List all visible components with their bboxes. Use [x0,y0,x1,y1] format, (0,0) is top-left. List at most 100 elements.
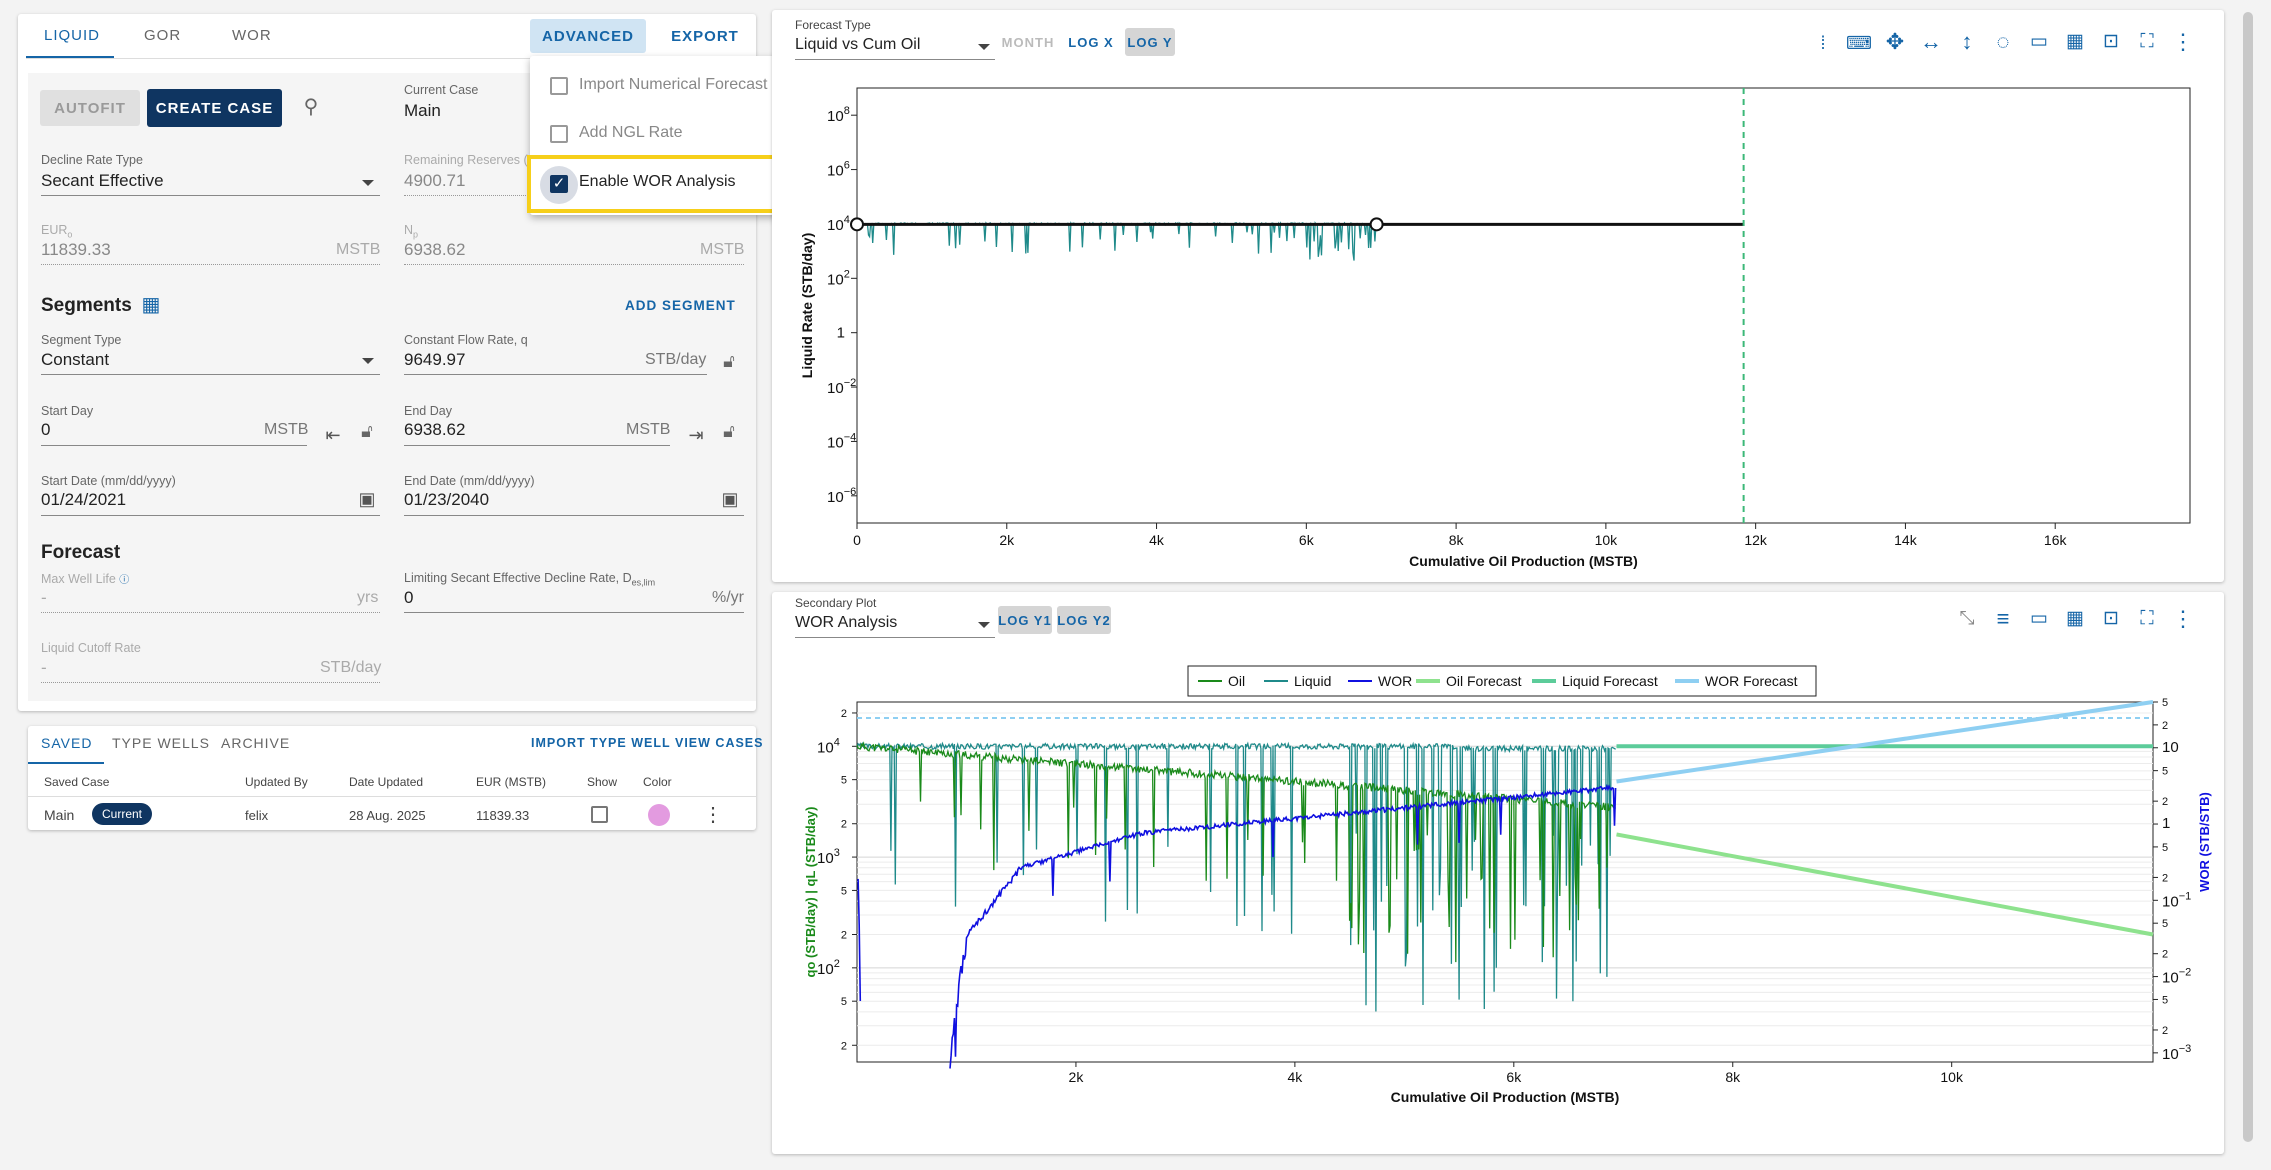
tune-icon[interactable]: ⚲ [303,96,319,118]
y2-tick-label: 2 [2162,1025,2168,1037]
unlock-icon[interactable]: 🔓︎ [723,421,735,441]
view-cases-button[interactable]: VIEW CASES [675,736,764,750]
import-numerical-checkbox[interactable] [550,77,568,95]
pan-vertical-icon[interactable]: ↕ [1961,29,1973,54]
tab-wor[interactable]: WOR [232,27,272,44]
max-well-life-input[interactable]: - [41,588,47,607]
x-axis-label: Cumulative Oil Production (MSTB) [1391,1089,1620,1105]
legend-box [1187,665,1817,697]
log-y1-toggle[interactable]: LOG Y1 [998,606,1052,634]
y-tick-label: 1 [837,325,845,342]
secondary-plot-select[interactable]: WOR Analysis [795,614,898,631]
add-ngl-label[interactable]: Add NGL Rate [579,124,683,141]
jump-to-start-icon[interactable]: ⇤ [325,425,341,445]
tab-gor[interactable]: GOR [144,27,182,44]
segments-title: Segments [41,295,132,316]
limiting-decline-input[interactable]: 0 [404,588,414,607]
reset-zoom-icon[interactable]: ⤡ [1959,608,1975,629]
end-day-input[interactable]: 6938.62 [404,420,466,439]
show-checkbox[interactable] [591,806,608,823]
drag-handle-icon[interactable]: ⁞ [1820,33,1826,53]
y-tick-label: 10−6 [827,486,856,506]
comment-icon[interactable]: ▭ [2030,31,2048,52]
legend-icon[interactable]: ≡ [1996,606,2010,631]
x-tick-label: 6k [1506,1069,1522,1085]
zoom-fit-icon[interactable]: ⊡ [2103,608,2119,629]
y-tick-label: 104 [827,214,850,234]
start-date-input[interactable]: 01/24/2021 [41,490,127,509]
case-name: Main [44,807,75,823]
create-case-button[interactable]: CREATE CASE [147,89,282,127]
zoom-fit-icon[interactable]: ⊡ [2103,31,2119,52]
forecast-type-underline [795,59,995,60]
tab-saved[interactable]: SAVED [41,735,93,751]
y2-tick-label: 1 [2162,815,2170,832]
chevron-down-icon[interactable] [978,622,990,628]
flow-rate-input[interactable]: 9649.97 [404,350,466,369]
limiting-decline-label: Limiting Secant Effective Decline Rate, … [404,571,656,588]
series-oil-forecast [1616,832,2154,937]
more-vert-icon[interactable]: ⋮ [2172,29,2194,54]
cutoff-rate-label: Liquid Cutoff Rate [41,641,141,655]
autofit-button[interactable]: AUTOFIT [40,90,140,126]
y2-tick-label: 5 [2162,842,2168,854]
plot-frame [856,87,2191,524]
scrollbar[interactable] [2243,12,2253,1142]
add-segment-button[interactable]: ADD SEGMENT [625,298,736,313]
series-wor [949,783,1617,1069]
more-vert-icon[interactable]: ⋮ [2172,606,2194,631]
segment-type-select[interactable]: Constant [41,350,110,369]
cutoff-rate-underline [41,682,380,683]
legend-label: Oil [1228,673,1245,689]
liquid-rate-chart[interactable]: 0 2k 4k 6k 8k 10k 12k 14k 16k 108 106 104 102 1 10−2 10… [772,70,2224,582]
current-case-value[interactable]: Main [404,101,441,120]
more-vert-icon[interactable]: ⋮ [703,804,723,826]
keyboard-icon[interactable]: ⌨ [1846,33,1872,53]
start-day-input[interactable]: 0 [41,420,51,439]
calendar-icon[interactable]: ▣ [721,489,739,509]
segment-type-label: Segment Type [41,333,122,347]
cutoff-rate-input[interactable]: - [41,658,47,677]
chevron-down-icon[interactable] [978,44,990,50]
x-tick-label: 16k [2044,532,2068,548]
calendar-icon[interactable]: ▣ [358,489,376,509]
wor-analysis-chart[interactable]: Oil Liquid WOR Oil Forecast Liquid Forecast W… [772,660,2224,1154]
pan-horizontal-icon[interactable]: ↔ [1920,29,1942,54]
y-tick-label: 102 [827,268,850,288]
decline-rate-type-select[interactable]: Secant Effective [41,171,164,190]
import-numerical-label[interactable]: Import Numerical Forecast [579,76,768,93]
enable-wor-label[interactable]: Enable WOR Analysis [579,173,736,190]
log-y-toggle[interactable]: LOG Y [1125,28,1175,56]
unlock-icon[interactable]: 🔓︎ [361,421,373,441]
chevron-down-icon[interactable] [362,180,374,186]
log-x-toggle[interactable]: LOG X [1068,34,1114,50]
add-ngl-checkbox[interactable] [550,125,568,143]
fullscreen-icon[interactable]: ⛶ [2140,608,2154,629]
end-date-input[interactable]: 01/23/2040 [404,490,490,509]
tab-type-wells[interactable]: TYPE WELLS [112,735,210,751]
forecast-type-select[interactable]: Liquid vs Cum Oil [795,36,921,53]
advanced-button[interactable]: ADVANCED [530,19,646,53]
month-toggle[interactable]: MONTH [1001,34,1055,50]
table-icon[interactable]: ▦ [2066,31,2084,52]
enable-wor-checkbox[interactable]: ✓ [550,175,568,193]
tab-archive[interactable]: ARCHIVE [221,735,291,751]
chevron-down-icon[interactable] [362,358,374,364]
x-tick-label: 4k [1149,532,1165,548]
import-type-well-button[interactable]: IMPORT TYPE WELL [531,736,671,750]
comment-icon[interactable]: ▭ [2030,608,2048,629]
end-date-label: End Date (mm/dd/yyyy) [404,474,535,488]
pan-icon[interactable]: ✥ [1885,29,1905,54]
color-swatch[interactable] [648,804,670,826]
fullscreen-icon[interactable]: ⛶ [2140,31,2154,52]
log-y2-toggle[interactable]: LOG Y2 [1057,606,1111,634]
lasso-icon[interactable]: ◌ [1996,29,2010,54]
segment-type-underline [41,374,380,375]
x-tick-label: 12k [1744,532,1768,548]
segment-table-icon[interactable]: ▦ [141,294,161,316]
jump-to-end-icon[interactable]: ⇥ [688,425,704,445]
unlock-icon[interactable]: 🔓︎ [723,351,735,371]
table-icon[interactable]: ▦ [2066,608,2084,629]
export-button[interactable]: EXPORT [671,27,739,45]
tab-liquid[interactable]: LIQUID [44,27,101,44]
